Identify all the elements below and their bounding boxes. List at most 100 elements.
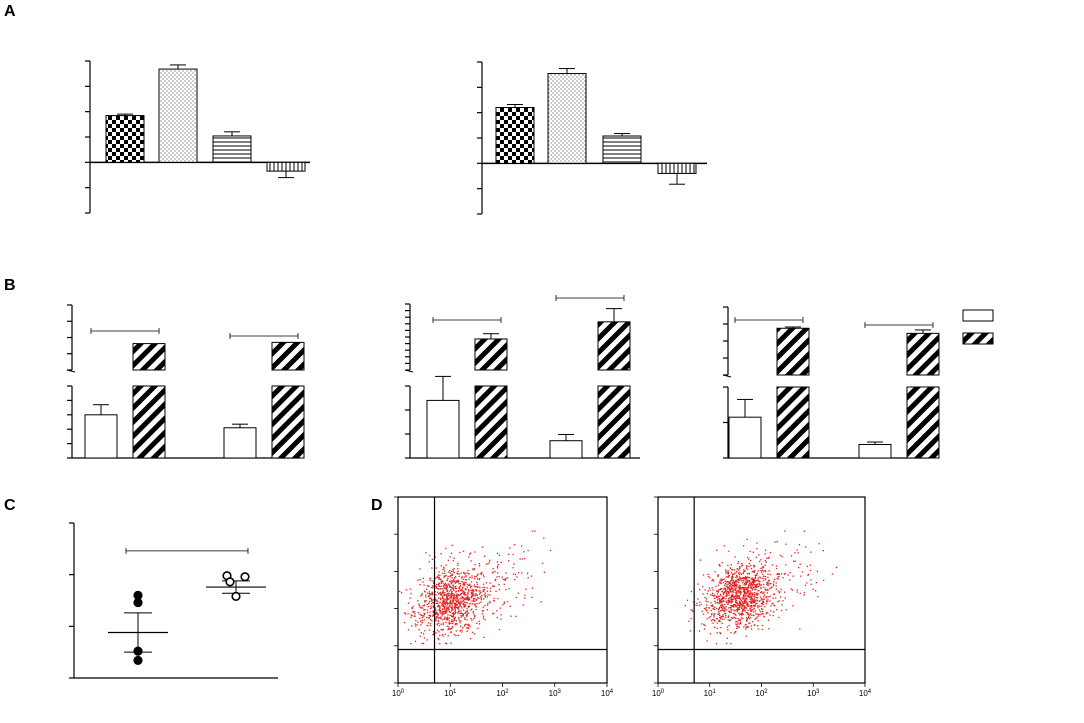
event-dot — [449, 603, 451, 605]
event-dot — [747, 579, 750, 582]
event-dot — [489, 587, 492, 590]
event-dot — [724, 589, 727, 591]
event-dot — [530, 575, 533, 577]
event-dot — [748, 583, 750, 585]
event-dot — [762, 601, 765, 603]
event-dot — [748, 593, 750, 595]
event-dot — [437, 576, 440, 578]
event-dot — [445, 587, 447, 589]
event-dot — [721, 578, 723, 580]
data-point — [225, 577, 235, 587]
event-dot — [466, 619, 468, 621]
event-dot — [425, 588, 428, 590]
event-dot — [729, 591, 732, 593]
event-dot — [491, 572, 494, 574]
event-dot — [454, 612, 456, 615]
event-dot — [426, 616, 428, 619]
event-dot — [405, 589, 408, 591]
event-dot — [460, 589, 462, 592]
event-dot — [468, 605, 471, 608]
event-dot — [733, 616, 735, 618]
event-dot — [746, 576, 748, 578]
event-dot — [452, 581, 454, 583]
event-dot — [743, 588, 745, 590]
event-dot — [470, 585, 472, 588]
event-dot — [434, 607, 437, 609]
event-dot — [759, 599, 761, 602]
event-dot — [745, 587, 747, 589]
event-dot — [746, 605, 748, 607]
event-dot — [456, 606, 459, 608]
event-dot — [480, 573, 483, 575]
event-dot — [478, 623, 481, 625]
event-dot — [454, 607, 456, 609]
event-dot — [432, 601, 434, 604]
event-dot — [448, 620, 451, 622]
event-dot — [738, 623, 740, 625]
event-dot — [713, 614, 715, 617]
event-dot — [716, 607, 718, 610]
event-dot — [737, 562, 739, 565]
event-dot — [705, 600, 707, 602]
event-dot — [740, 622, 742, 625]
event-dot — [726, 572, 729, 574]
event-dot — [436, 599, 438, 601]
event-dot — [496, 616, 498, 619]
event-dot — [471, 603, 474, 605]
event-dot — [759, 560, 761, 563]
bar-ptg-lower — [906, 386, 940, 459]
event-dot — [747, 605, 749, 607]
event-dot — [752, 586, 755, 588]
event-dot — [746, 619, 748, 621]
event-dot — [474, 551, 476, 553]
event-dot — [721, 618, 723, 620]
event-dot — [438, 571, 440, 573]
event-dot — [429, 579, 431, 581]
event-dot — [483, 636, 485, 638]
event-dot — [751, 585, 754, 587]
event-dot — [720, 588, 723, 590]
event-dot — [741, 612, 743, 615]
event-dot — [435, 632, 437, 634]
event-dot — [743, 594, 745, 596]
event-dot — [414, 640, 417, 643]
event-dot — [431, 558, 434, 561]
event-dot — [436, 629, 439, 631]
event-dot — [451, 622, 454, 625]
event-dot — [743, 626, 745, 628]
event-dot — [730, 569, 733, 571]
event-dot — [713, 626, 716, 628]
event-dot — [736, 590, 738, 593]
event-dot — [720, 600, 722, 602]
event-dot — [461, 607, 463, 609]
event-dot — [476, 578, 479, 580]
event-dot — [442, 628, 444, 630]
event-dot — [736, 620, 738, 623]
event-dot — [465, 575, 467, 577]
event-dot — [772, 593, 775, 595]
event-dot — [467, 623, 470, 626]
event-dot — [755, 593, 757, 595]
event-dot — [418, 603, 420, 605]
event-dot — [779, 554, 782, 557]
event-dot — [722, 610, 725, 612]
event-dot — [725, 606, 727, 608]
event-dot — [449, 606, 451, 608]
x-tick-label: 103 — [549, 689, 562, 698]
event-dot — [437, 617, 440, 619]
event-dot — [525, 588, 527, 590]
event-dot — [784, 572, 786, 575]
event-dot — [437, 588, 440, 590]
event-dot — [738, 578, 740, 581]
event-dot — [761, 592, 764, 595]
event-dot — [472, 600, 475, 602]
event-dot — [749, 608, 751, 610]
event-dot — [436, 624, 438, 626]
event-dot — [757, 580, 759, 582]
event-dot — [712, 578, 714, 581]
event-dot — [431, 620, 433, 622]
event-dot — [732, 588, 734, 590]
event-dot — [721, 609, 723, 612]
event-dot — [756, 586, 758, 588]
event-dot — [778, 616, 780, 619]
